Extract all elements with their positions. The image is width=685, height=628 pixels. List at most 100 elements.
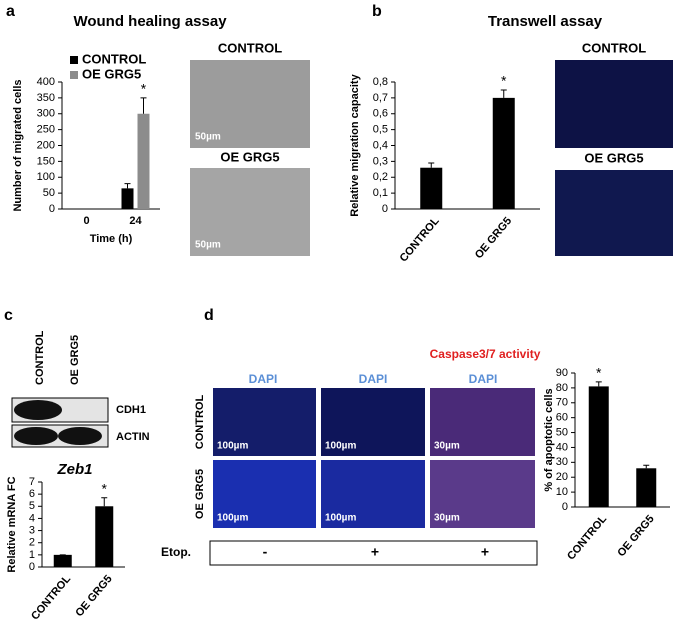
y-tick-label: 60 — [556, 412, 568, 424]
legend-label: OE GRG5 — [82, 66, 141, 81]
error-bar — [643, 464, 650, 469]
y-tick-label: 4 — [29, 512, 35, 524]
chart-title: Wound healing assay — [73, 13, 227, 30]
panel-letter: a — [6, 3, 15, 20]
error-bar — [101, 497, 108, 507]
panel-letter: d — [204, 307, 214, 324]
y-tick-label: 0,3 — [373, 155, 388, 167]
stain-label: DAPI — [249, 372, 278, 386]
image-label: CONTROL — [582, 40, 646, 55]
x-tick-label: OE GRG5 — [615, 513, 656, 559]
error-bar — [140, 97, 147, 114]
error-bar — [124, 183, 131, 189]
y-tick-label: 80 — [556, 382, 568, 394]
y-tick-label: 100 — [37, 171, 55, 183]
y-axis-label: % of apoptotic cells — [543, 388, 555, 491]
micrograph — [555, 170, 673, 256]
y-tick-label: 2 — [29, 537, 35, 549]
y-tick-label: 0,2 — [373, 171, 388, 183]
chart-title: Transwell assay — [488, 13, 603, 30]
y-tick-label: 0 — [562, 501, 568, 513]
y-tick-label: 0,5 — [373, 124, 388, 136]
significance-mark: * — [141, 81, 147, 97]
row-label: CONTROL — [194, 395, 206, 450]
legend-label: CONTROL — [82, 51, 146, 66]
x-tick-label: 0 — [83, 215, 89, 227]
bar — [636, 468, 657, 507]
y-tick-label: 10 — [556, 486, 568, 498]
y-tick-label: 70 — [556, 397, 568, 409]
bar — [137, 113, 150, 209]
blot-band — [14, 400, 62, 420]
y-axis-label: Number of migrated cells — [12, 79, 24, 211]
significance-mark: * — [102, 480, 108, 496]
blot-band — [14, 427, 58, 445]
x-tick-label: 24 — [129, 215, 142, 227]
y-axis-label: Relative mRNA FC — [6, 476, 18, 572]
image-label: OE GRG5 — [584, 150, 643, 165]
x-tick-label: OE GRG5 — [73, 573, 114, 619]
scale-bar: 100µm — [217, 513, 248, 524]
y-tick-label: 0 — [49, 203, 55, 215]
micrograph — [190, 168, 310, 256]
stain-header: Caspase3/7 activity — [430, 347, 541, 361]
micrograph — [213, 388, 316, 456]
scale-bar: 100µm — [325, 441, 356, 452]
lane-label: CONTROL — [34, 330, 46, 385]
x-axis-label: Time (h) — [90, 233, 133, 245]
y-tick-label: 0,8 — [373, 76, 388, 88]
y-tick-label: 400 — [37, 76, 55, 88]
panel-letter: b — [372, 3, 382, 20]
micrograph — [190, 60, 310, 148]
legend-swatch — [70, 56, 78, 64]
x-tick-label: OE GRG5 — [473, 215, 514, 261]
y-tick-label: 0 — [29, 561, 35, 573]
legend-swatch — [70, 71, 78, 79]
treatment-label: Etop. — [161, 545, 191, 559]
lane-label: OE GRG5 — [69, 335, 81, 385]
y-tick-label: 1 — [29, 549, 35, 561]
band-label: ACTIN — [116, 431, 150, 443]
scale-bar: 100µm — [325, 513, 356, 524]
chart-title: Zeb1 — [56, 461, 92, 478]
y-axis-label: Relative migration capacity — [349, 73, 361, 216]
treatment-mark: + — [481, 544, 489, 560]
image-label: CONTROL — [218, 40, 282, 55]
micrograph — [555, 60, 673, 148]
y-tick-label: 0,7 — [373, 92, 388, 104]
error-bar — [595, 381, 602, 387]
y-tick-label: 300 — [37, 108, 55, 120]
y-tick-label: 7 — [29, 476, 35, 488]
bar — [492, 97, 515, 209]
y-tick-label: 20 — [556, 471, 568, 483]
bar — [588, 386, 609, 507]
x-tick-label: CONTROL — [29, 573, 73, 623]
y-tick-label: 50 — [556, 426, 568, 438]
y-tick-label: 250 — [37, 124, 55, 136]
error-bar — [428, 162, 435, 168]
micrograph — [321, 460, 425, 528]
treatment-mark: + — [371, 544, 379, 560]
x-tick-label: CONTROL — [398, 215, 442, 265]
stain-label: DAPI — [359, 372, 388, 386]
row-label: OE GRG5 — [194, 469, 206, 519]
error-bar — [500, 89, 507, 98]
scale-bar: 50µm — [195, 240, 221, 251]
y-tick-label: 0,1 — [373, 187, 388, 199]
scale-bar: 100µm — [217, 441, 248, 452]
y-tick-label: 0 — [382, 203, 388, 215]
treatment-box — [209, 540, 538, 566]
panel-letter: c — [4, 307, 13, 324]
micrograph — [321, 388, 425, 456]
band-label: CDH1 — [116, 404, 146, 416]
scale-bar: 30µm — [434, 441, 460, 452]
scale-bar: 30µm — [434, 513, 460, 524]
y-tick-label: 3 — [29, 524, 35, 536]
image-label: OE GRG5 — [220, 149, 279, 164]
micrograph — [213, 460, 316, 528]
bar — [53, 554, 72, 567]
micrograph — [430, 388, 535, 456]
scale-bar: 50µm — [195, 132, 221, 143]
y-tick-label: 350 — [37, 92, 55, 104]
